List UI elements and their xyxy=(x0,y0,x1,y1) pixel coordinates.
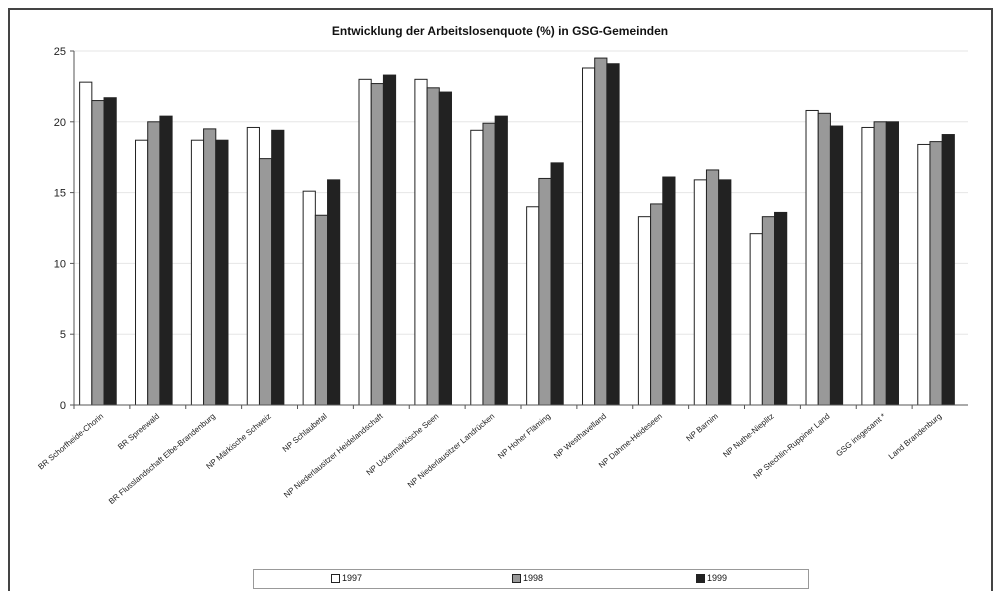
bar-1999 xyxy=(327,179,341,406)
bar-1999 xyxy=(606,63,620,406)
bar-1997 xyxy=(358,78,372,406)
legend-swatch-1997 xyxy=(331,573,340,583)
bar-1998 xyxy=(873,121,887,406)
bar-1998 xyxy=(650,203,664,406)
legend-swatch-1999 xyxy=(696,573,705,583)
x-tick-label: NP Niederlausitzer Heidelandschaft xyxy=(282,411,385,499)
bar-1997 xyxy=(637,216,652,406)
x-tick-label: NP Märkische Schweiz xyxy=(205,412,273,471)
bar-1997 xyxy=(693,179,707,406)
axes xyxy=(73,51,968,409)
x-tick-label: BR Flusslandschaft Elbe-Brandenburg xyxy=(107,412,217,506)
legend-swatch-1998 xyxy=(512,573,521,583)
bar-1999 xyxy=(494,115,508,406)
bar-1998 xyxy=(761,216,776,406)
bar-1998 xyxy=(817,112,831,406)
bar-1997 xyxy=(861,126,875,406)
legend-item-1997: 1997 xyxy=(331,573,362,583)
bar-1997 xyxy=(582,67,596,406)
bar-1998 xyxy=(594,57,608,406)
x-tick-label: Land Brandenburg xyxy=(887,412,944,461)
bar-1998 xyxy=(370,83,384,406)
bar-1999 xyxy=(103,97,117,406)
bar-1999 xyxy=(885,121,899,406)
bar-1999 xyxy=(774,211,788,406)
x-tick-label: GSG insgesamt * xyxy=(834,412,887,459)
y-tick-label: 5 xyxy=(60,329,66,341)
y-tick-label: 15 xyxy=(54,188,66,200)
x-tick-label: NP Dahme-Heideseen xyxy=(597,412,664,470)
bar-1999 xyxy=(271,129,285,406)
bar-1997 xyxy=(470,129,484,406)
bar-1997 xyxy=(414,78,428,406)
x-tick-label: NP Barnim xyxy=(685,411,721,443)
bar-1999 xyxy=(718,179,732,406)
bar-1998 xyxy=(538,177,552,406)
bar-1997 xyxy=(135,139,149,406)
y-tick-label: 10 xyxy=(54,258,66,270)
bar-1997 xyxy=(526,206,540,406)
y-tick-label: 25 xyxy=(54,46,66,58)
legend-label-1997: 1997 xyxy=(342,573,363,583)
x-tick-label: BR Spreewald xyxy=(116,412,161,452)
x-tick-label: BR Schorfheide-Chorin xyxy=(36,412,105,472)
bar-1999 xyxy=(215,139,229,406)
bar-1998 xyxy=(705,169,720,406)
bar-1997 xyxy=(246,126,260,406)
bar-1999 xyxy=(382,74,397,406)
x-tick-label: NP Westhavelland xyxy=(552,412,608,461)
y-axis-ticks: 0 5 10 15 20 25 xyxy=(54,46,74,412)
bars xyxy=(79,57,955,406)
bar-1999 xyxy=(662,176,676,406)
chart-title: Entwicklung der Arbeitslosenquote (%) in… xyxy=(331,24,669,38)
x-tick-label: NP Hoher Fläming xyxy=(496,412,552,461)
bar-1997 xyxy=(302,190,316,406)
bar-1999 xyxy=(438,91,452,406)
bar-1999 xyxy=(550,162,564,406)
x-tick-label: NP Schlaubetal xyxy=(281,411,329,453)
bar-1997 xyxy=(79,81,93,406)
bar-1998 xyxy=(426,87,440,406)
bar-1998 xyxy=(91,100,105,406)
legend-item-1998: 1998 xyxy=(512,573,543,583)
x-tick-label: NP Nuthe-Nieplitz xyxy=(721,412,775,460)
bar-1998 xyxy=(482,122,496,406)
bar-1999 xyxy=(829,125,844,406)
bar-1997 xyxy=(190,139,205,406)
chart-frame xyxy=(8,8,993,591)
bar-1999 xyxy=(941,134,955,406)
bar-1998 xyxy=(929,141,943,406)
legend-item-1999: 1999 xyxy=(696,573,727,583)
bar-1998 xyxy=(147,121,161,406)
bar-1998 xyxy=(203,128,217,406)
legend-label-1998: 1998 xyxy=(523,573,544,583)
bar-1998 xyxy=(314,214,329,406)
y-tick-label: 0 xyxy=(60,400,66,412)
legend-label-1999: 1999 xyxy=(707,573,728,583)
legend: 1997 1998 1999 xyxy=(253,569,809,589)
bar-1997 xyxy=(749,233,763,406)
bar-1999 xyxy=(159,115,173,406)
y-tick-label: 20 xyxy=(54,117,66,129)
bar-1997 xyxy=(805,109,819,406)
bar-1997 xyxy=(917,143,931,406)
bar-1998 xyxy=(258,158,273,406)
